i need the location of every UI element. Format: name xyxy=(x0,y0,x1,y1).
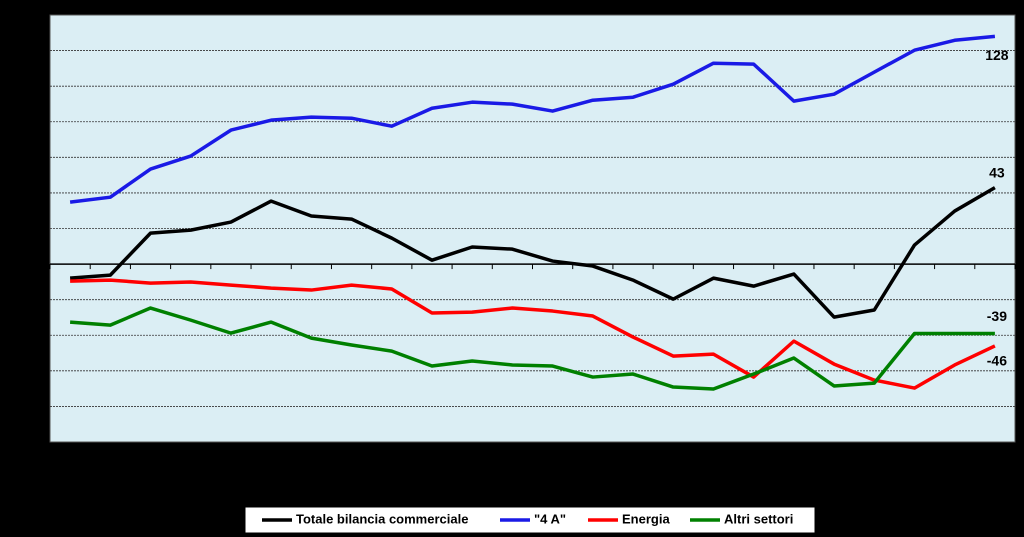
legend-label: "4 A" xyxy=(534,511,566,526)
data-label: 43 xyxy=(989,164,1005,180)
legend-label: Totale bilancia commerciale xyxy=(296,511,468,526)
series-line xyxy=(69,186,996,319)
y-tick-label: -80 xyxy=(24,397,44,413)
data-label: -46 xyxy=(987,353,1007,369)
data-label: -39 xyxy=(987,308,1007,324)
y-tick-label: 20 xyxy=(28,219,44,235)
y-tick-label: 60 xyxy=(28,148,44,164)
y-tick-label: 100 xyxy=(21,77,45,93)
y-tick-label: 0 xyxy=(36,255,44,271)
y-tick-label: -40 xyxy=(24,326,44,342)
y-tick-label: 80 xyxy=(28,112,44,128)
series-line xyxy=(69,34,996,204)
series-line xyxy=(70,278,996,390)
legend-label: Energia xyxy=(622,511,670,526)
series-line xyxy=(69,306,995,391)
y-tick-label: 40 xyxy=(28,184,44,200)
data-label: 128 xyxy=(985,47,1009,63)
y-tick-label: 120 xyxy=(21,41,45,57)
y-tick-label: -60 xyxy=(24,362,44,378)
y-tick-label: -20 xyxy=(24,290,44,306)
legend-label: Altri settori xyxy=(724,511,793,526)
